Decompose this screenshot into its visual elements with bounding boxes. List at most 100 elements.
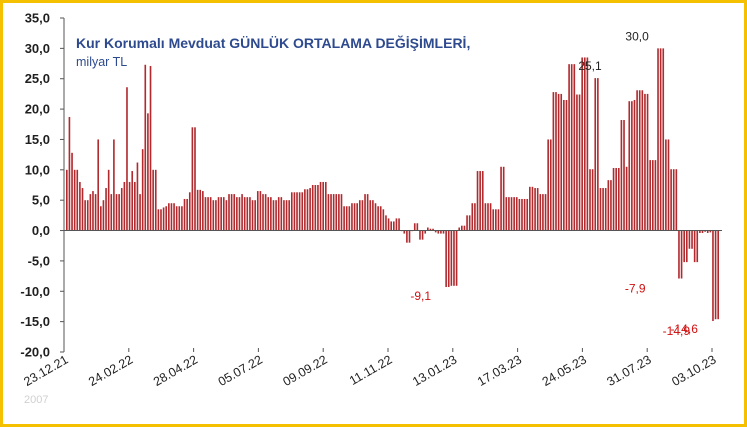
data-label: 25,1 <box>578 59 602 73</box>
bar <box>476 171 479 231</box>
bar <box>481 171 484 231</box>
x-tick-label: 24.05.23 <box>540 352 589 388</box>
y-tick-label: -20,0 <box>20 345 50 360</box>
bar <box>110 194 113 231</box>
bar <box>704 230 706 232</box>
bar <box>672 169 675 231</box>
bar <box>361 200 364 231</box>
bar <box>217 197 220 231</box>
bar <box>243 197 246 231</box>
bar <box>293 192 296 231</box>
bar <box>382 209 385 231</box>
bar <box>424 230 427 234</box>
bar <box>427 227 429 231</box>
bar <box>691 230 693 249</box>
bar <box>667 139 670 231</box>
x-tick-label: 31.07.23 <box>605 352 654 388</box>
y-tick-label: 25,0 <box>25 71 50 86</box>
bar <box>665 139 667 231</box>
bar <box>230 194 233 231</box>
bar <box>115 194 118 231</box>
bar <box>131 171 134 231</box>
bar <box>508 197 510 231</box>
bar <box>364 194 366 231</box>
bar <box>324 181 327 231</box>
bar <box>434 230 437 233</box>
data-label: -9,1 <box>410 289 431 303</box>
bar <box>620 120 623 231</box>
bar <box>450 230 453 286</box>
bar <box>68 116 71 231</box>
bar <box>264 194 267 231</box>
bar <box>188 192 191 231</box>
bar <box>97 139 100 231</box>
bar <box>615 167 617 231</box>
bar <box>379 206 382 231</box>
bar <box>317 185 319 231</box>
bar <box>134 181 136 231</box>
bar <box>372 200 374 231</box>
bar <box>534 188 536 231</box>
bar <box>662 48 665 231</box>
bar <box>270 197 272 231</box>
bar <box>570 64 573 231</box>
bar <box>366 194 369 231</box>
bar <box>212 200 215 231</box>
bar <box>144 64 147 231</box>
bar <box>139 194 141 231</box>
bar <box>175 206 178 231</box>
bar <box>623 120 625 231</box>
bar <box>228 194 230 231</box>
bar <box>604 188 607 231</box>
bar <box>497 209 500 231</box>
bar <box>79 181 81 231</box>
bar <box>589 169 591 231</box>
bar <box>659 48 662 231</box>
bar <box>340 194 343 231</box>
bar <box>675 169 678 231</box>
bar <box>220 197 222 231</box>
bar <box>296 192 298 231</box>
bar <box>513 197 515 231</box>
y-tick-label: 30,0 <box>25 41 50 56</box>
bar <box>199 189 202 231</box>
bar <box>573 64 576 231</box>
bar <box>246 197 249 231</box>
bar <box>484 203 487 231</box>
x-tick-label: 11.11.22 <box>347 352 395 388</box>
bar <box>688 230 691 249</box>
bar <box>272 200 275 231</box>
bar <box>612 167 615 231</box>
corner-label: 2007 <box>24 394 48 406</box>
bar <box>170 203 173 231</box>
bar <box>599 188 602 231</box>
x-tick-label: 13.01.23 <box>410 352 459 388</box>
chart-subtitle: milyar TL <box>76 55 127 69</box>
bar <box>353 203 356 231</box>
bar <box>492 209 495 231</box>
bar <box>693 230 696 263</box>
x-tick-label: 05.07.22 <box>216 352 265 388</box>
bar <box>86 200 89 231</box>
bar <box>649 160 651 231</box>
bar <box>241 194 243 231</box>
bar <box>641 90 644 231</box>
bar <box>463 225 466 231</box>
bar <box>625 166 628 231</box>
bar <box>385 215 387 231</box>
bar <box>699 230 701 233</box>
bar <box>162 207 165 231</box>
bar <box>709 230 712 233</box>
bar <box>683 230 685 263</box>
bar <box>526 198 529 231</box>
bar <box>515 197 518 231</box>
bar <box>113 139 115 231</box>
bar <box>335 194 338 231</box>
bar <box>233 194 236 231</box>
bar <box>249 197 251 231</box>
bar <box>81 188 84 231</box>
bar <box>330 194 332 231</box>
bar <box>654 160 657 231</box>
bar <box>390 221 393 231</box>
bar <box>311 185 314 231</box>
